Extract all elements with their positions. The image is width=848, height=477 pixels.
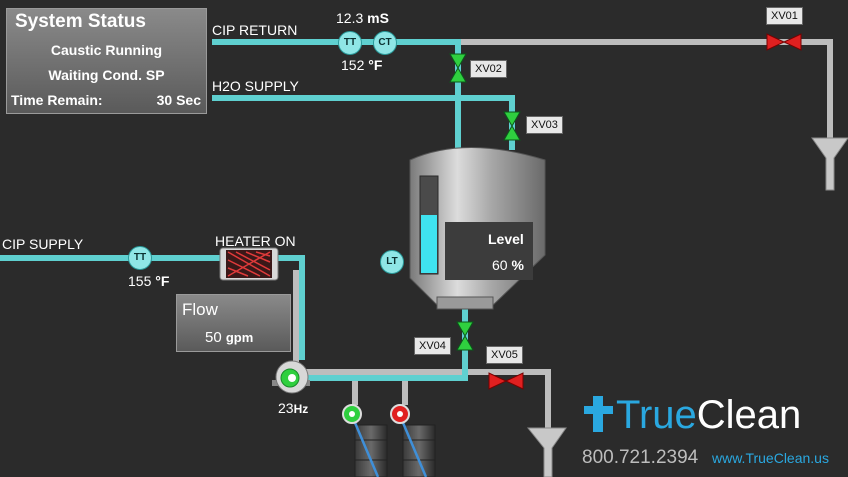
pump (272, 360, 310, 394)
level-readout: 60 % (492, 257, 524, 273)
cip-return-label: CIP RETURN (212, 22, 298, 38)
supply-temp-value: 155 (128, 273, 152, 289)
valve-xv02-icon[interactable] (449, 53, 467, 83)
pump-speed-readout: 23Hz (278, 400, 308, 416)
tank (409, 147, 546, 310)
return-temp-unit: °F (368, 57, 383, 73)
conductivity-transmitter-icon[interactable]: CT (373, 31, 397, 55)
system-status-title: System Status (15, 11, 146, 32)
heater-outlet-pipe (278, 255, 305, 360)
return-temp-readout: 152 °F (341, 57, 382, 73)
valve-xv05-icon[interactable] (488, 372, 524, 390)
valve-xv01-icon[interactable] (766, 33, 802, 51)
acid-drum (390, 404, 436, 477)
brand-name-suffix: Clean (696, 393, 802, 437)
supply-temp-readout: 155 °F (128, 273, 169, 289)
conductivity-unit: mS (367, 10, 389, 26)
h2o-supply-label: H2O SUPPLY (212, 78, 299, 94)
supply-temp-unit: °F (155, 273, 170, 289)
status-line-1: Caustic Running (50, 42, 163, 58)
time-remain-label: Time Remain: (11, 92, 103, 108)
level-display (445, 222, 533, 280)
caustic-drum (342, 404, 388, 477)
cip-supply-label: CIP SUPPLY (2, 236, 84, 252)
status-line-2: Waiting Cond. SP (48, 67, 165, 83)
conductivity-readout: 12.3 mS (336, 10, 389, 26)
supply-temp-transmitter-icon[interactable]: TT (128, 246, 152, 270)
heater (219, 247, 279, 281)
drain-funnel-icon (526, 427, 567, 477)
time-remain-value: 30 Sec (157, 92, 201, 108)
gray-pipes (293, 39, 833, 428)
pump-discharge-pipe (296, 369, 551, 428)
level-unit: % (511, 257, 524, 273)
system-status-panel: System Status Caustic Running Waiting Co… (6, 8, 207, 114)
valve-xv05-tag[interactable]: XV05 (486, 346, 523, 364)
flow-value: 50 (205, 329, 222, 346)
time-remain-number: 30 (156, 92, 173, 108)
level-transmitter-icon[interactable]: LT (380, 250, 404, 274)
valve-xv02-tag[interactable]: XV02 (470, 60, 507, 78)
cip-return-pipe (212, 39, 461, 155)
flow-readout: 50 gpm (205, 329, 253, 346)
return-temp-value: 152 (341, 57, 365, 73)
heater-status-label: HEATER ON (215, 233, 296, 249)
drum-feed-pipes (352, 378, 408, 405)
level-title: Level (488, 231, 524, 247)
valve-xv04-icon[interactable] (456, 321, 474, 351)
flow-panel: Flow 50 gpm (176, 294, 291, 352)
brand-name: TrueClean (616, 392, 801, 438)
brand-name-prefix: True (616, 393, 697, 437)
brand-phone: 800.721.2394 (582, 447, 699, 468)
pump-speed-unit: Hz (293, 402, 309, 416)
tank-level-fill (421, 215, 437, 273)
conductivity-value: 12.3 (336, 10, 364, 26)
valve-xv04-tag[interactable]: XV04 (414, 337, 451, 355)
return-temp-transmitter-icon[interactable]: TT (338, 31, 362, 55)
valve-xv03-icon[interactable] (503, 111, 521, 141)
pump-speed-value: 23 (278, 400, 294, 416)
h2o-supply-pipe (212, 95, 515, 150)
flow-unit: gpm (225, 330, 254, 345)
funnel-icon (811, 137, 848, 191)
flow-title: Flow (182, 300, 218, 319)
valve-xv01-tag[interactable]: XV01 (766, 7, 803, 25)
trueclean-logo-icon (584, 396, 613, 432)
valve-xv03-tag[interactable]: XV03 (526, 116, 563, 134)
level-value: 60 (492, 257, 508, 273)
cip-return-outlet-pipe (458, 39, 833, 160)
brand-website-link[interactable]: www.TrueClean.us (712, 450, 829, 466)
time-remain-unit: Sec (176, 92, 201, 108)
